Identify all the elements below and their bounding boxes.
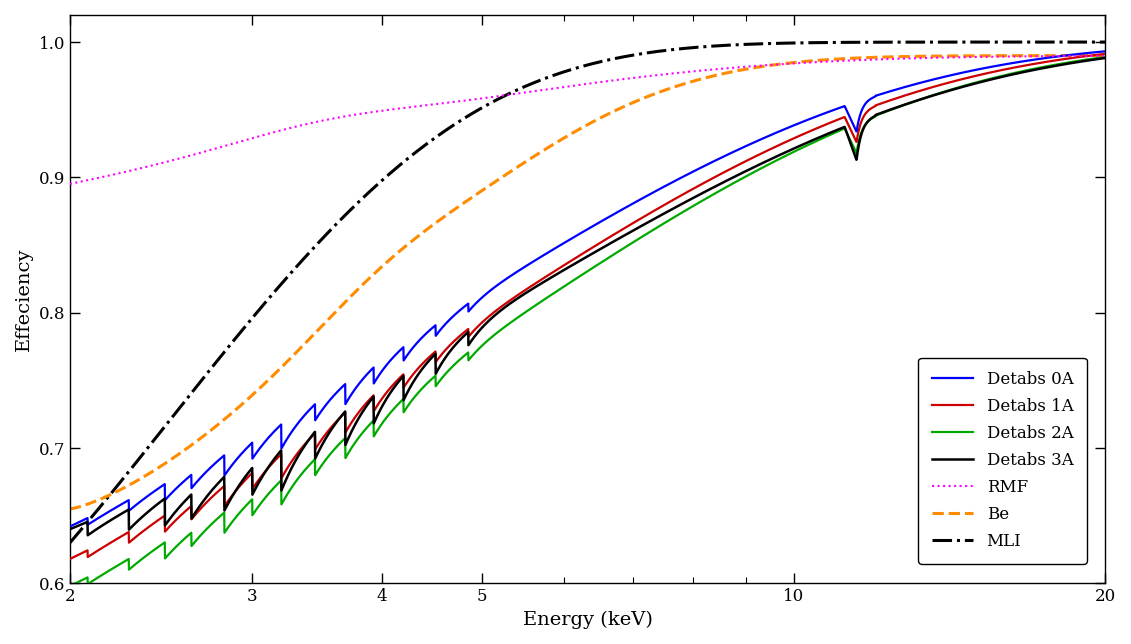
Line: Be: Be <box>70 55 1105 509</box>
Detabs 1A <box>459 327 473 335</box>
Line: RMF: RMF <box>70 56 1105 184</box>
Detabs 1A <box>684 186 698 194</box>
RMF <box>1098 52 1112 60</box>
Line: Detabs 3A: Detabs 3A <box>70 58 1105 535</box>
Detabs 3A <box>684 195 698 203</box>
Detabs 2A <box>459 351 473 359</box>
Be <box>915 52 929 60</box>
Detabs 0A <box>459 302 473 310</box>
MLI <box>459 113 473 121</box>
Detabs 3A <box>1098 54 1112 62</box>
Detabs 3A <box>915 95 929 103</box>
Detabs 1A <box>1098 50 1112 58</box>
Be <box>251 386 265 393</box>
Detabs 3A <box>81 531 95 539</box>
Detabs 2A <box>684 204 698 211</box>
RMF <box>63 180 77 188</box>
Detabs 0A <box>63 523 77 531</box>
Detabs 0A <box>915 79 929 86</box>
Be <box>63 505 77 513</box>
MLI <box>836 39 849 46</box>
MLI <box>63 539 77 547</box>
Detabs 2A <box>251 503 265 511</box>
Detabs 0A <box>684 169 698 176</box>
Be <box>459 198 473 205</box>
Line: MLI: MLI <box>70 42 1105 543</box>
Detabs 1A <box>251 477 265 485</box>
Detabs 0A <box>1098 48 1112 55</box>
Detabs 1A <box>736 158 750 166</box>
Line: Detabs 1A: Detabs 1A <box>70 54 1105 559</box>
RMF <box>459 97 473 104</box>
Detabs 2A <box>736 174 750 182</box>
Detabs 1A <box>836 114 849 122</box>
Be <box>684 78 698 86</box>
Be <box>836 55 849 62</box>
Detabs 3A <box>459 330 473 338</box>
MLI <box>915 38 929 46</box>
RMF <box>684 68 698 75</box>
Detabs 3A <box>63 526 77 533</box>
Detabs 2A <box>1098 53 1112 61</box>
RMF <box>251 133 265 140</box>
Detabs 3A <box>736 168 750 176</box>
Line: Detabs 0A: Detabs 0A <box>70 52 1105 527</box>
Be <box>1098 52 1112 59</box>
Legend: Detabs 0A, Detabs 1A, Detabs 2A, Detabs 3A, RMF, Be, MLI: Detabs 0A, Detabs 1A, Detabs 2A, Detabs … <box>918 358 1087 564</box>
MLI <box>736 41 750 48</box>
MLI <box>251 307 265 315</box>
Detabs 2A <box>63 582 77 590</box>
Detabs 3A <box>251 480 265 488</box>
Be <box>736 66 750 73</box>
Detabs 0A <box>251 447 265 455</box>
RMF <box>836 57 849 64</box>
Detabs 1A <box>915 86 929 94</box>
Detabs 2A <box>836 126 849 133</box>
Detabs 3A <box>836 124 849 131</box>
Detabs 0A <box>736 144 750 151</box>
RMF <box>915 54 929 62</box>
X-axis label: Energy (keV): Energy (keV) <box>523 611 653 629</box>
MLI <box>684 44 698 52</box>
Y-axis label: Effeciency: Effeciency <box>15 247 33 351</box>
RMF <box>736 63 750 71</box>
Detabs 0A <box>836 103 849 111</box>
Detabs 2A <box>915 95 929 103</box>
Line: Detabs 2A: Detabs 2A <box>70 57 1105 586</box>
Detabs 1A <box>63 555 77 563</box>
MLI <box>1098 38 1112 46</box>
